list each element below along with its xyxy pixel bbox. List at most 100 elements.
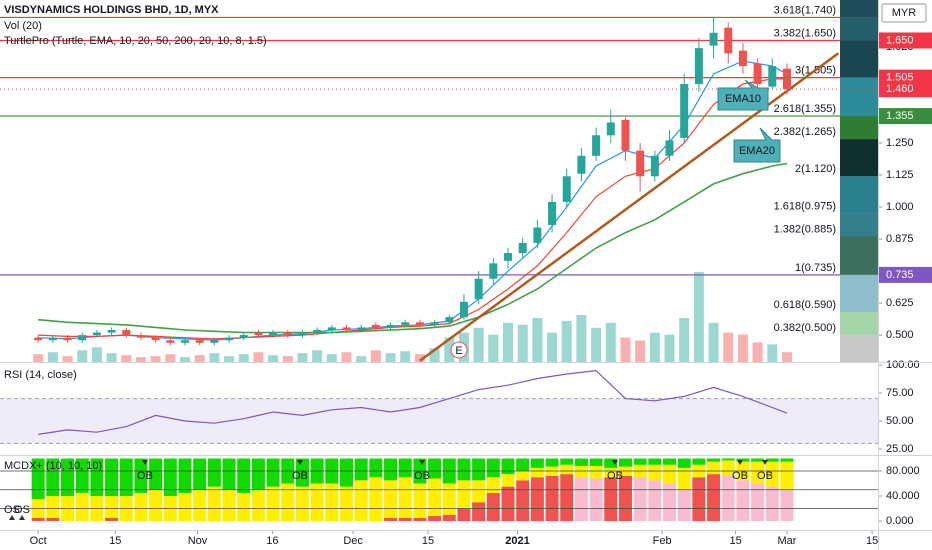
candle-body (92, 332, 101, 336)
volume-bar (781, 352, 792, 362)
event-marker[interactable] (450, 341, 468, 359)
x-tick-label: Oct (30, 535, 47, 547)
mcdx-bar (618, 458, 632, 467)
fib-zone (840, 0, 878, 18)
volume-bar (488, 334, 499, 362)
candle-body (342, 327, 351, 330)
x-tick-label: 15 (866, 535, 878, 547)
candle-body (283, 332, 292, 336)
mcdx-bar (281, 483, 295, 521)
annotation[interactable]: E (455, 345, 462, 357)
volume-bar (165, 354, 176, 362)
y-tick-label: 50.00 (886, 415, 914, 427)
mcdx-bar (134, 492, 148, 521)
candle-body (225, 337, 234, 341)
mcdx-bar (105, 496, 119, 518)
mcdx-bar (369, 458, 383, 478)
y-tick-label: 0.000 (886, 515, 914, 527)
volume-bar (47, 352, 58, 362)
y-tick-label: 100.00 (886, 359, 920, 371)
rsi-band (0, 398, 878, 444)
mcdx-bar (545, 476, 559, 521)
volume-bar (91, 347, 102, 362)
mcdx-bar (663, 483, 677, 521)
y-tick-label: 25.00 (886, 443, 914, 455)
mcdx-bar (237, 458, 251, 493)
fib-label: 2.618(1.355) (774, 103, 836, 115)
fib-label: 1.382(0.885) (774, 223, 836, 235)
level-box (879, 266, 932, 283)
mcdx-bar (310, 483, 324, 521)
fib-zone (840, 17, 878, 41)
volume-bar (503, 322, 514, 362)
mcdx-bar (325, 483, 339, 521)
fib-zone (840, 274, 878, 313)
mcdx-bar (193, 458, 207, 490)
fib-label: 0.382(0.500) (774, 322, 836, 334)
candle-body (371, 324, 380, 328)
ema-line (38, 60, 788, 341)
mcdx-bar (413, 483, 427, 518)
ema-line (38, 162, 788, 334)
mcdx-bar (751, 483, 765, 521)
mcdx-bar (237, 492, 251, 521)
mcdx-bar (780, 461, 794, 490)
candle-body (327, 327, 336, 330)
subtitle: Vol (20) (4, 20, 42, 32)
marker-label: OB (607, 470, 623, 482)
mcdx-bar (251, 489, 265, 521)
mcdx-bar (266, 458, 280, 487)
candle-body (621, 119, 630, 151)
mcdx-bar (765, 458, 779, 462)
mcdx-bar (178, 458, 192, 493)
currency-box[interactable] (881, 3, 927, 23)
currency[interactable]: MYR (892, 7, 917, 19)
mcdx-bar (428, 478, 442, 516)
candle-body (724, 27, 733, 54)
candle-body (48, 337, 57, 341)
marker-arrow (297, 460, 303, 465)
mcdx-bar (780, 458, 794, 462)
mcdx-bar (721, 460, 735, 476)
marker-label: OS (14, 504, 30, 516)
mcdx-bar (501, 474, 515, 487)
candle-body (445, 317, 454, 323)
volume-bar (664, 334, 675, 362)
level-label: 1.355 (886, 110, 914, 122)
y-tick-label: 0.500 (886, 329, 914, 341)
marker-label: OB (292, 470, 308, 482)
mcdx-bar (604, 477, 618, 521)
x-tick-label: 15 (729, 535, 741, 547)
mcdx-bar (589, 466, 603, 479)
mcdx-bar (692, 458, 706, 465)
mcdx-bar (692, 477, 706, 521)
volume-bar (767, 344, 778, 362)
mcdx-bar (46, 458, 60, 496)
candle-body (63, 337, 72, 341)
volume-bar (121, 355, 132, 362)
mcdx-bar (648, 480, 662, 521)
marker-arrow (9, 515, 15, 520)
mcdx-bar (384, 480, 398, 518)
mcdx-bar (677, 489, 691, 521)
mcdx-bar (530, 458, 544, 468)
mcdx-bar (501, 486, 515, 521)
mcdx-bar (677, 458, 691, 468)
fib-zone (840, 139, 878, 177)
mcdx-bar (707, 458, 721, 462)
mcdx-bar (560, 464, 574, 475)
volume-bar (135, 357, 146, 362)
marker-arrow (762, 460, 768, 465)
x-tick-label: Mar (777, 535, 796, 547)
candle-body (768, 66, 777, 87)
volume-bar (737, 334, 748, 362)
fib-label: 0.618(0.590) (774, 299, 836, 311)
volume-bar (473, 327, 484, 362)
candle-body (738, 50, 747, 67)
pane-title: MCDX+ (10, 10, 10) (4, 460, 102, 472)
volume-bar (312, 350, 323, 362)
marker-label: OB (757, 470, 773, 482)
mcdx-bar (604, 458, 618, 468)
volume-bar (708, 322, 719, 362)
last-price-box (879, 81, 932, 98)
